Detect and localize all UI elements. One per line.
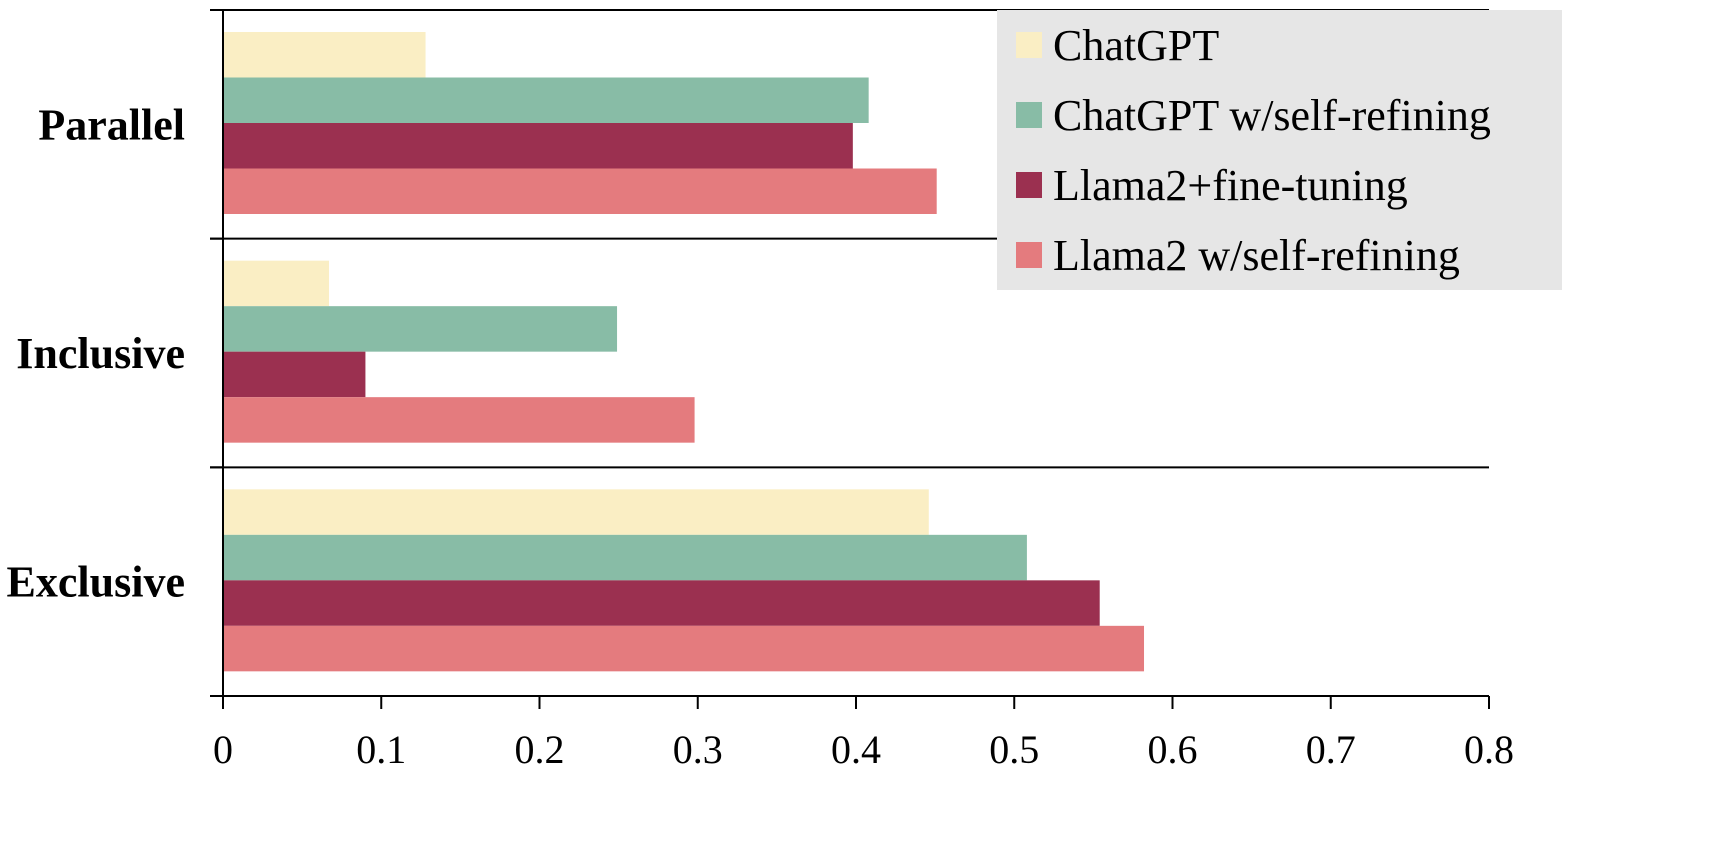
x-tick-label: 0.4 — [831, 727, 881, 772]
bar-parallel-series-3 — [223, 168, 937, 214]
bar-parallel-series-1 — [223, 77, 869, 123]
bar-parallel-series-0 — [223, 32, 426, 78]
legend-label: Llama2 w/self-refining — [1053, 231, 1460, 280]
bars-layer — [223, 32, 1145, 672]
x-tick-label: 0.8 — [1464, 727, 1514, 772]
x-tick-label: 0.7 — [1306, 727, 1356, 772]
legend-background — [997, 10, 1562, 290]
x-tick-label: 0 — [213, 727, 233, 772]
legend-swatch — [1016, 32, 1042, 58]
bar-parallel-series-2 — [223, 123, 853, 169]
category-label: Parallel — [38, 100, 185, 149]
legend-label: Llama2+fine-tuning — [1053, 161, 1408, 210]
legend: ChatGPT ChatGPT w/self-refining Llama2+fin… — [997, 10, 1562, 290]
labels-layer: Parallel Inclusive Exclusive 0 0.1 0.2 0.3 0.4 0… — [7, 100, 1514, 772]
bar-exclusive-series-1 — [223, 534, 1027, 581]
x-tick-label: 0.6 — [1148, 727, 1198, 772]
legend-swatch — [1016, 242, 1042, 268]
legend-label: ChatGPT — [1053, 21, 1219, 70]
bar-exclusive-series-0 — [223, 489, 929, 535]
x-tick-label: 0.2 — [515, 727, 565, 772]
legend-swatch — [1016, 172, 1042, 198]
bar-inclusive-series-1 — [223, 306, 618, 352]
bar-exclusive-series-3 — [223, 625, 1145, 672]
category-label: Inclusive — [16, 329, 185, 378]
category-label: Exclusive — [7, 558, 185, 607]
bar-exclusive-series-2 — [223, 580, 1100, 626]
x-tick-label: 0.3 — [673, 727, 723, 772]
bar-inclusive-series-0 — [223, 260, 330, 307]
x-tick-label: 0.1 — [356, 727, 406, 772]
legend-swatch — [1016, 102, 1042, 128]
bar-inclusive-series-3 — [223, 397, 695, 443]
bar-inclusive-series-2 — [223, 351, 366, 398]
legend-label: ChatGPT w/self-refining — [1053, 91, 1491, 140]
x-tick-label: 0.5 — [989, 727, 1039, 772]
